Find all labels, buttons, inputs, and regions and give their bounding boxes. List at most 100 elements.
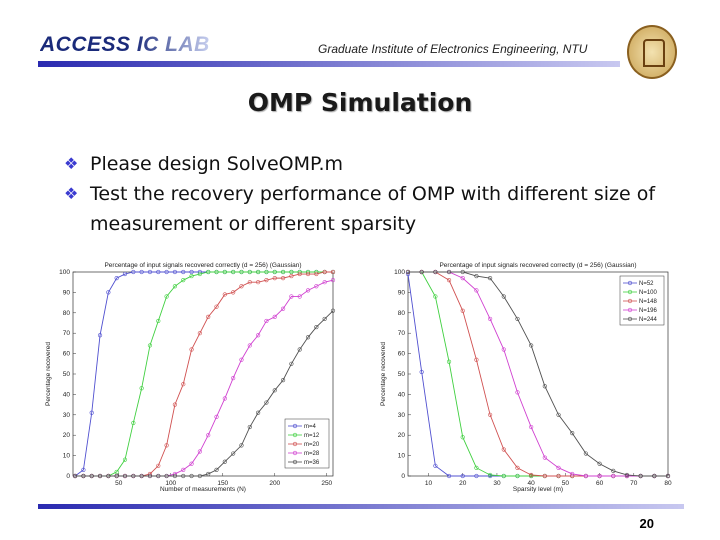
x-tick-label: 80 — [664, 480, 672, 487]
legend-label: m=12 — [304, 433, 320, 439]
data-point — [474, 473, 479, 479]
data-point — [624, 472, 630, 478]
data-point — [280, 276, 286, 281]
data-point — [256, 269, 261, 275]
data-point — [147, 269, 153, 275]
data-point — [231, 290, 236, 295]
data-point — [181, 473, 186, 479]
chart-title: Percentage of input signals recovered co… — [439, 262, 636, 269]
x-tick-label: 200 — [269, 480, 280, 487]
data-point — [247, 280, 252, 285]
data-point — [231, 269, 236, 275]
data-point — [289, 269, 294, 275]
x-tick-label: 60 — [596, 480, 604, 487]
data-point — [529, 343, 534, 348]
data-point — [501, 473, 506, 479]
data-point — [239, 357, 244, 362]
y-tick-label: 70 — [63, 330, 71, 337]
data-point — [515, 316, 520, 322]
chart-vs-measurements: Percentage of input signals recovered co… — [45, 262, 336, 493]
legend — [284, 418, 330, 469]
data-point — [172, 473, 178, 479]
bullet-item: ❖ Test the recovery performance of OMP wi… — [64, 179, 684, 239]
data-point — [405, 269, 411, 275]
data-point — [156, 318, 161, 324]
data-point — [139, 386, 144, 391]
data-point — [181, 467, 186, 472]
y-tick-label: 100 — [59, 269, 70, 276]
data-point — [446, 278, 452, 283]
diamond-bullet-icon: ❖ — [64, 184, 79, 203]
data-point — [89, 410, 94, 415]
data-point — [197, 271, 202, 277]
data-point — [515, 473, 520, 479]
data-point — [305, 271, 311, 277]
y-tick-label: 70 — [398, 330, 406, 337]
legend-marker — [292, 423, 298, 429]
data-point — [97, 473, 103, 479]
data-point — [206, 314, 211, 319]
data-point — [147, 473, 153, 479]
data-point — [72, 473, 78, 479]
legend-marker — [627, 316, 633, 322]
data-point — [89, 473, 94, 479]
data-point — [189, 347, 194, 352]
data-point — [122, 473, 128, 479]
legend-label: N=100 — [639, 290, 658, 296]
y-tick-label: 40 — [63, 391, 71, 398]
data-point — [222, 269, 227, 275]
y-tick-label: 0 — [66, 473, 70, 480]
data-point — [272, 388, 277, 393]
data-point — [206, 433, 211, 438]
legend-label: m=28 — [304, 451, 320, 457]
data-point — [322, 269, 327, 275]
bullet-text: Please design SolveOMP.m — [90, 153, 344, 175]
data-point — [122, 457, 128, 462]
series-line-m=36 — [75, 310, 334, 477]
data-point — [330, 269, 336, 275]
data-point — [474, 465, 479, 470]
data-point — [189, 273, 194, 279]
data-point — [460, 269, 465, 275]
data-point — [474, 273, 479, 279]
data-point — [542, 384, 547, 389]
data-point — [239, 284, 244, 289]
data-point — [280, 378, 286, 383]
data-point — [570, 471, 575, 477]
x-tick-label: 150 — [217, 480, 228, 487]
data-point — [81, 467, 86, 472]
data-point — [446, 269, 452, 275]
data-point — [314, 284, 319, 289]
x-axis-label: Number of measurements (N) — [160, 486, 246, 493]
data-point — [652, 473, 657, 479]
data-point — [247, 424, 252, 430]
data-point — [515, 465, 520, 470]
data-point — [556, 465, 561, 470]
y-tick-label: 10 — [398, 453, 406, 460]
y-tick-label: 80 — [398, 310, 406, 317]
legend — [619, 275, 665, 326]
data-point — [222, 459, 227, 464]
data-point — [314, 271, 319, 277]
data-point — [197, 449, 202, 454]
data-point — [665, 473, 671, 479]
y-tick-label: 60 — [398, 351, 406, 358]
data-point — [206, 269, 211, 275]
data-point — [501, 447, 506, 452]
data-point — [474, 288, 479, 293]
data-point — [433, 269, 438, 275]
data-point — [529, 472, 534, 478]
y-tick-label: 30 — [63, 412, 71, 419]
bullet-item: ❖ Please design SolveOMP.m — [64, 149, 684, 179]
data-point — [172, 402, 178, 407]
y-tick-label: 90 — [63, 289, 71, 296]
data-point — [231, 375, 236, 381]
data-point — [231, 451, 236, 456]
slide-title: OMP Simulation — [247, 88, 473, 117]
data-point — [97, 333, 103, 338]
x-tick-label: 30 — [493, 480, 501, 487]
data-point — [206, 471, 211, 477]
legend-label: N=52 — [639, 281, 654, 287]
legend-label: m=36 — [304, 460, 320, 466]
legend-marker — [292, 459, 298, 465]
